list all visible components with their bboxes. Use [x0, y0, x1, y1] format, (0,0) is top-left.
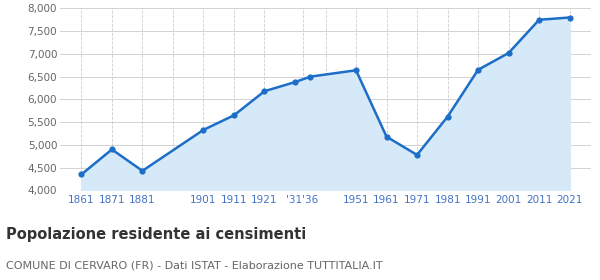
Point	[137, 169, 147, 173]
Point	[290, 80, 300, 84]
Text: Popolazione residente ai censimenti: Popolazione residente ai censimenti	[6, 227, 306, 242]
Point	[473, 67, 483, 72]
Point	[260, 89, 269, 94]
Point	[565, 15, 574, 20]
Point	[382, 134, 391, 139]
Point	[199, 128, 208, 132]
Point	[504, 51, 514, 55]
Point	[229, 113, 239, 118]
Point	[443, 115, 452, 119]
Point	[107, 147, 116, 152]
Point	[351, 68, 361, 73]
Point	[305, 74, 315, 79]
Point	[535, 18, 544, 22]
Text: COMUNE DI CERVARO (FR) - Dati ISTAT - Elaborazione TUTTITALIA.IT: COMUNE DI CERVARO (FR) - Dati ISTAT - El…	[6, 261, 383, 271]
Point	[412, 153, 422, 157]
Point	[77, 172, 86, 177]
